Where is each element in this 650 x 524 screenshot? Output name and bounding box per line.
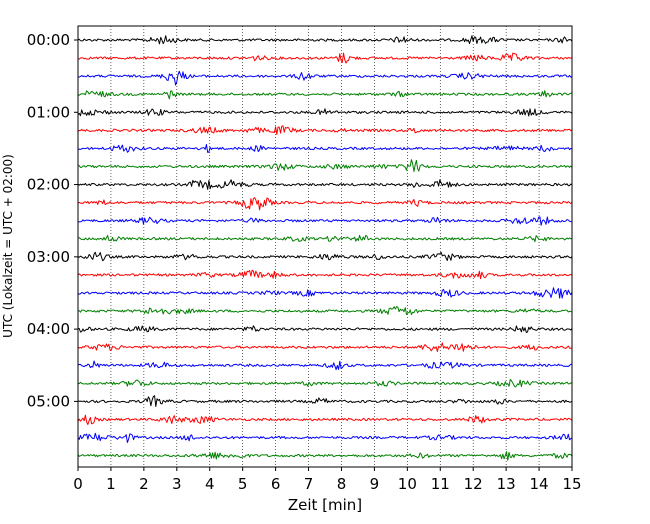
x-tick-label: 10 [398,475,417,493]
x-tick-label: 3 [172,475,182,493]
seismic-trace [77,216,573,226]
seismic-trace [77,251,573,262]
x-tick-label: 7 [304,475,314,493]
x-tick-label: 12 [464,475,483,493]
seismic-trace [77,143,573,153]
seismic-trace [77,108,573,117]
x-tick-label: 0 [73,475,83,493]
y-tick-label: 00:00 [27,31,70,49]
y-tick-label: 05:00 [27,392,70,410]
x-tick-label: 5 [238,475,248,493]
seismic-trace [77,52,573,64]
x-tick-label: 1 [106,475,116,493]
seismic-trace [77,325,573,334]
seismic-trace [77,90,573,100]
seismic-trace [77,395,573,407]
y-tick-label: 04:00 [27,320,70,338]
x-tick-label: 4 [205,475,215,493]
seismic-trace [77,432,573,443]
seismic-trace [77,379,573,388]
seismic-trace [77,342,573,353]
seismic-trace [77,125,573,135]
seismic-trace [77,179,573,190]
plot-frame [77,25,573,468]
seismic-trace [77,414,573,426]
y-axis-ticks: 00:00 01:00 02:00 03:00 04:00 05:00 [27,31,78,410]
seismic-trace [77,234,573,243]
x-tick-label: 13 [497,475,516,493]
y-tick-label: 01:00 [27,103,70,121]
seismic-trace [77,451,573,461]
x-tick-label: 14 [530,475,549,493]
y-tick-label: 02:00 [27,176,70,194]
seismic-trace [77,306,573,316]
x-tick-label: 11 [431,475,450,493]
seismic-trace [77,360,573,371]
y-axis-label: UTC (Lokalzeit = UTC + 02:00) [1,154,15,338]
x-tick-label: 9 [370,475,380,493]
y-tick-label: 03:00 [27,248,70,266]
x-tick-label: 8 [337,475,347,493]
trace-layer [77,35,573,461]
seismic-trace [77,159,573,172]
seismic-trace [77,70,573,86]
x-tick-label: 15 [562,475,581,493]
seismic-trace [77,269,573,280]
seismic-trace [77,197,573,211]
seismic-trace [77,35,573,45]
x-axis-ticks: 0 1 2 3 4 5 6 7 8 9 10 11 12 13 14 15 [73,467,582,493]
x-tick-label: 6 [271,475,281,493]
x-axis-label: Zeit [min] [288,496,362,514]
x-tick-label: 2 [139,475,149,493]
seismic-trace [77,287,573,299]
